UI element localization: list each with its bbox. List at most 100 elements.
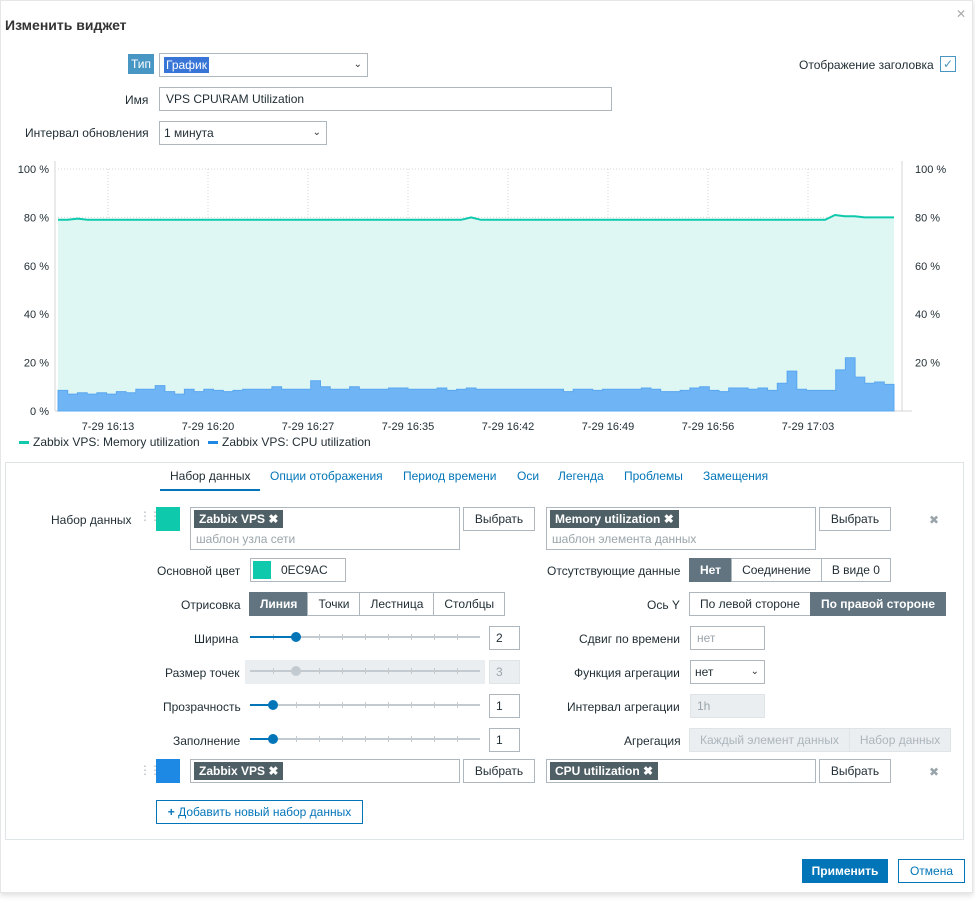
aggfunc-label: Функция агрегации <box>574 666 680 680</box>
slider-tick <box>319 702 320 708</box>
dataset2-color-swatch[interactable] <box>156 759 180 783</box>
remove-chip-icon[interactable]: ✖ <box>663 512 674 526</box>
color-input[interactable]: 0EC9AC <box>250 558 346 582</box>
slider-tick <box>388 668 389 674</box>
show-header-checkbox[interactable]: ✓ <box>940 56 956 72</box>
refresh-select-value: 1 минута <box>164 126 214 140</box>
remove-chip-icon[interactable]: ✖ <box>268 512 279 526</box>
legend-swatch <box>208 441 218 445</box>
drag-handle-icon[interactable]: ⋮⋮ <box>139 763 161 777</box>
missing-none-option[interactable]: Нет <box>689 558 733 582</box>
draw-staircase-option[interactable]: Лестница <box>359 592 435 616</box>
aggfunc-select[interactable]: нет ⌄ <box>690 660 765 684</box>
aggregation-label: Агрегация <box>624 734 681 748</box>
plus-icon: + <box>167 805 175 819</box>
y-tick-label-right: 80 % <box>915 212 940 224</box>
select-item-button[interactable]: Выбрать <box>819 507 891 531</box>
host-multiselect[interactable]: Zabbix VPS ✖ шаблон узла сети <box>190 507 460 550</box>
missing-data-label: Отсутствующие данные <box>547 564 681 578</box>
draw-bar-option[interactable]: Столбцы <box>433 592 506 616</box>
name-input[interactable]: VPS CPU\RAM Utilization <box>159 87 612 111</box>
remove-chip-icon[interactable]: ✖ <box>643 764 654 778</box>
slider-tick <box>411 634 412 640</box>
slider-tick <box>365 634 366 640</box>
remove-dataset-icon[interactable]: ✖ <box>929 513 940 527</box>
series-memory-line <box>58 213 894 221</box>
tab-dataset[interactable]: Набор данных <box>170 469 251 483</box>
add-dataset-label: Добавить новый набор данных <box>178 805 352 819</box>
missing-zero-option[interactable]: В виде 0 <box>820 558 891 582</box>
chevron-down-icon: ⌄ <box>353 59 362 70</box>
tab-legend[interactable]: Легенда <box>558 469 604 483</box>
slider-knob[interactable] <box>291 632 301 642</box>
width-slider[interactable] <box>250 632 480 642</box>
tab-problems[interactable]: Проблемы <box>624 469 683 483</box>
draw-type-toggle[interactable]: Линия Точки Лестница Столбцы <box>249 592 506 616</box>
agg-dataset-option: Набор данных <box>848 728 952 752</box>
slider-tick <box>365 668 366 674</box>
timeshift-label: Сдвиг по времени <box>579 632 680 646</box>
dialog-title: Изменить виджет <box>5 17 127 33</box>
item-multiselect-2[interactable]: CPU utilization ✖ <box>546 759 816 783</box>
transparency-slider[interactable] <box>250 700 480 710</box>
y-axis-toggle[interactable]: По левой стороне По правой стороне <box>689 592 947 616</box>
slider-tick <box>388 702 389 708</box>
apply-button[interactable]: Применить <box>802 859 888 883</box>
select-item-button-2[interactable]: Выбрать <box>819 759 891 783</box>
color-label: Основной цвет <box>157 564 241 578</box>
series-cpu-area <box>57 357 895 412</box>
host-placeholder: шаблон узла сети <box>196 532 296 546</box>
slider-knob[interactable] <box>268 700 278 710</box>
refresh-label: Интервал обновления <box>25 126 149 140</box>
axis-left-option[interactable]: По левой стороне <box>689 592 811 616</box>
tab-time-period[interactable]: Период времени <box>403 469 497 483</box>
cancel-button[interactable]: Отмена <box>898 859 965 883</box>
timeshift-input[interactable]: нет <box>690 626 765 650</box>
slider-tick <box>319 736 320 742</box>
slider-fill <box>250 704 273 706</box>
legend-item-cpu: Zabbix VPS: CPU utilization <box>208 435 371 449</box>
select-host-button-2[interactable]: Выбрать <box>463 759 535 783</box>
type-select[interactable]: График ⌄ <box>159 53 368 77</box>
y-tick-label-left: 80 % <box>24 212 49 224</box>
slider-tick <box>342 702 343 708</box>
y-tick-label-right: 60 % <box>915 261 940 273</box>
fill-slider[interactable] <box>250 734 480 744</box>
add-dataset-button[interactable]: + Добавить новый набор данных <box>156 800 363 824</box>
slider-tick <box>365 736 366 742</box>
axis-right-option[interactable]: По правой стороне <box>809 592 947 616</box>
item-placeholder: шаблон элемента данных <box>552 532 697 546</box>
refresh-select[interactable]: 1 минута ⌄ <box>159 121 327 145</box>
slider-tick <box>411 702 412 708</box>
draw-line-option[interactable]: Линия <box>249 592 309 616</box>
chevron-down-icon: ⌄ <box>312 127 321 138</box>
slider-knob[interactable] <box>268 734 278 744</box>
item-chip: Memory utilization ✖ <box>550 510 679 528</box>
remove-chip-icon[interactable]: ✖ <box>268 764 279 778</box>
drag-handle-icon[interactable]: ⋮⋮ <box>139 509 161 523</box>
item-multiselect[interactable]: Memory utilization ✖ шаблон элемента дан… <box>546 507 816 550</box>
tab-display-options[interactable]: Опции отображения <box>270 469 383 483</box>
tab-axes[interactable]: Оси <box>517 469 540 483</box>
draw-points-option[interactable]: Точки <box>307 592 361 616</box>
remove-dataset-icon[interactable]: ✖ <box>929 765 940 779</box>
name-label: Имя <box>125 93 149 107</box>
slider-tick <box>457 634 458 640</box>
slider-tick <box>434 634 435 640</box>
y-tick-label-left: 60 % <box>24 261 49 273</box>
fill-input[interactable]: 1 <box>489 728 520 752</box>
transparency-input[interactable]: 1 <box>489 694 520 718</box>
width-input[interactable]: 2 <box>489 626 520 650</box>
host-multiselect-2[interactable]: Zabbix VPS ✖ <box>190 759 460 783</box>
missing-connect-option[interactable]: Соединение <box>731 558 822 582</box>
dataset-form <box>5 462 964 840</box>
agg-each-item-option: Каждый элемент данных <box>689 728 850 752</box>
tab-overrides[interactable]: Замещения <box>703 469 769 483</box>
close-icon[interactable]: ✕ <box>955 7 966 21</box>
select-host-button[interactable]: Выбрать <box>463 507 535 531</box>
dataset-color-swatch[interactable] <box>156 507 180 531</box>
missing-data-toggle[interactable]: Нет Соединение В виде 0 <box>689 558 891 582</box>
slider-tick <box>434 736 435 742</box>
slider-tick <box>319 668 320 674</box>
slider-knob[interactable] <box>291 666 301 676</box>
